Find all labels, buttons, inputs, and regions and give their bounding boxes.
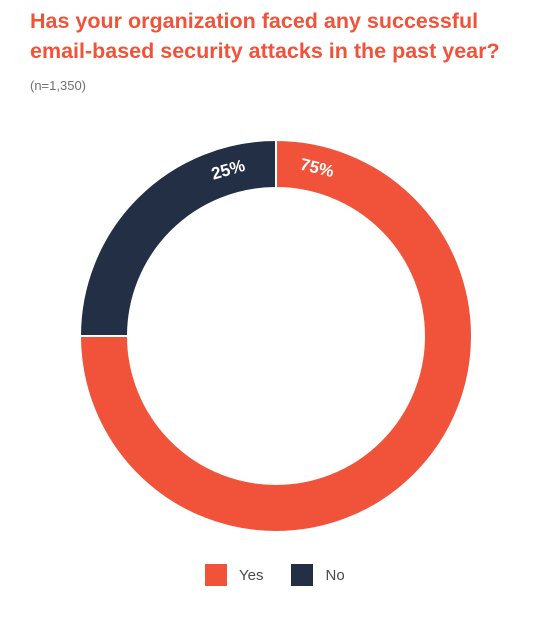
legend-item-yes: Yes xyxy=(205,564,263,586)
donut-slice-yes xyxy=(78,138,473,533)
chart-subtitle: (n=1,350) xyxy=(30,78,87,93)
legend-item-no: No xyxy=(291,564,345,586)
legend-swatch-no xyxy=(291,564,314,586)
chart-legend: Yes No xyxy=(205,564,373,586)
donut-slice-no xyxy=(78,138,277,337)
legend-label-yes: Yes xyxy=(239,566,264,584)
legend-swatch-yes xyxy=(205,564,227,586)
chart-title: Has your organization faced any successf… xyxy=(30,9,500,63)
legend-label-no: No xyxy=(325,566,345,584)
